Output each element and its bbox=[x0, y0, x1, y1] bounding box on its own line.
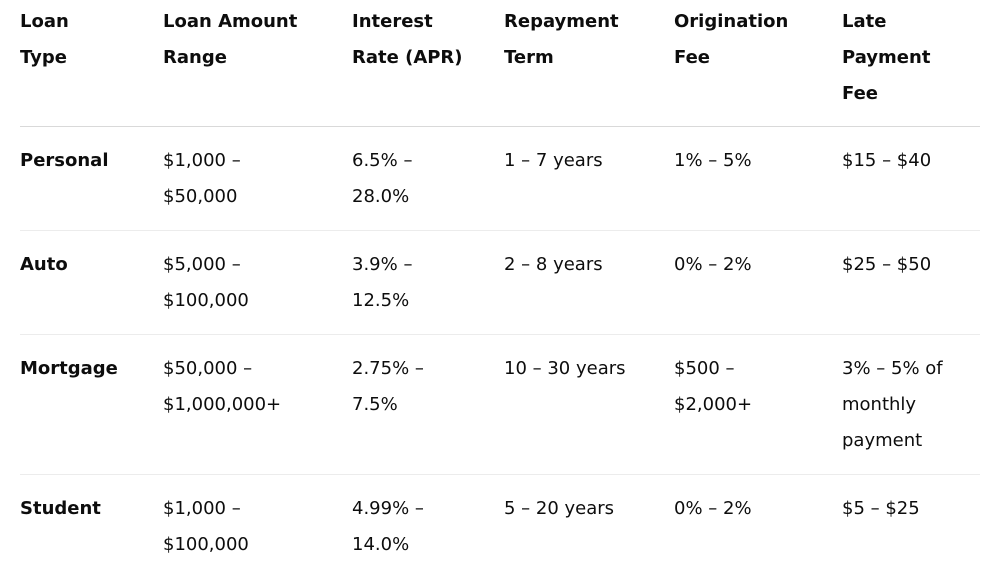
cell-loan-amount: $1,000 – $50,000 bbox=[163, 127, 352, 231]
cell-loan-amount: $5,000 – $100,000 bbox=[163, 231, 352, 335]
cell-text: 6.5% – 28.0% bbox=[352, 143, 504, 215]
cell-late-payment-fee: $15 – $40 bbox=[842, 127, 980, 231]
table-row: Mortgage $50,000 – $1,000,000+ 2.75% – 7… bbox=[20, 335, 980, 475]
header-label: Loan Type bbox=[20, 4, 163, 76]
cell-text: 0% – 2% bbox=[674, 491, 842, 527]
cell-loan-type: Mortgage bbox=[20, 335, 163, 475]
cell-text: $15 – $40 bbox=[842, 143, 980, 179]
cell-text: $25 – $50 bbox=[842, 247, 980, 283]
cell-interest-rate: 4.99% – 14.0% bbox=[352, 475, 504, 578]
cell-loan-amount: $1,000 – $100,000 bbox=[163, 475, 352, 578]
header-label: Repayment Term bbox=[504, 4, 674, 76]
cell-interest-rate: 2.75% – 7.5% bbox=[352, 335, 504, 475]
cell-text: $5 – $25 bbox=[842, 491, 980, 527]
cell-loan-type: Auto bbox=[20, 231, 163, 335]
cell-text: $1,000 – $100,000 bbox=[163, 491, 352, 563]
header-label: Origination Fee bbox=[674, 4, 842, 76]
cell-interest-rate: 6.5% – 28.0% bbox=[352, 127, 504, 231]
cell-origination-fee: $500 – $2,000+ bbox=[674, 335, 842, 475]
cell-text: 1% – 5% bbox=[674, 143, 842, 179]
cell-text: 3% – 5% of monthly payment bbox=[842, 351, 980, 459]
cell-origination-fee: 1% – 5% bbox=[674, 127, 842, 231]
header-label: Loan Amount Range bbox=[163, 4, 352, 76]
header-interest-rate: Interest Rate (APR) bbox=[352, 4, 504, 127]
cell-origination-fee: 0% – 2% bbox=[674, 231, 842, 335]
cell-loan-type: Student bbox=[20, 475, 163, 578]
cell-text: $5,000 – $100,000 bbox=[163, 247, 352, 319]
cell-loan-type: Personal bbox=[20, 127, 163, 231]
cell-text: Personal bbox=[20, 143, 163, 179]
header-repayment-term: Repayment Term bbox=[504, 4, 674, 127]
table-row: Auto $5,000 – $100,000 3.9% – 12.5% 2 – … bbox=[20, 231, 980, 335]
cell-text: 5 – 20 years bbox=[504, 491, 674, 527]
cell-text: 4.99% – 14.0% bbox=[352, 491, 504, 563]
cell-repayment-term: 2 – 8 years bbox=[504, 231, 674, 335]
cell-repayment-term: 10 – 30 years bbox=[504, 335, 674, 475]
header-loan-amount-range: Loan Amount Range bbox=[163, 4, 352, 127]
cell-text: Auto bbox=[20, 247, 163, 283]
cell-late-payment-fee: $25 – $50 bbox=[842, 231, 980, 335]
table-row: Personal $1,000 – $50,000 6.5% – 28.0% 1… bbox=[20, 127, 980, 231]
cell-text: $50,000 – $1,000,000+ bbox=[163, 351, 352, 423]
cell-interest-rate: 3.9% – 12.5% bbox=[352, 231, 504, 335]
loan-comparison-table: Loan Type Loan Amount Range Interest Rat… bbox=[20, 4, 980, 578]
table-body: Personal $1,000 – $50,000 6.5% – 28.0% 1… bbox=[20, 127, 980, 578]
table-header: Loan Type Loan Amount Range Interest Rat… bbox=[20, 4, 980, 127]
header-origination-fee: Origination Fee bbox=[674, 4, 842, 127]
cell-text: 1 – 7 years bbox=[504, 143, 674, 179]
cell-repayment-term: 5 – 20 years bbox=[504, 475, 674, 578]
header-loan-type: Loan Type bbox=[20, 4, 163, 127]
cell-loan-amount: $50,000 – $1,000,000+ bbox=[163, 335, 352, 475]
cell-text: $1,000 – $50,000 bbox=[163, 143, 352, 215]
cell-late-payment-fee: 3% – 5% of monthly payment bbox=[842, 335, 980, 475]
cell-late-payment-fee: $5 – $25 bbox=[842, 475, 980, 578]
cell-text: $500 – $2,000+ bbox=[674, 351, 842, 423]
header-row: Loan Type Loan Amount Range Interest Rat… bbox=[20, 4, 980, 127]
cell-repayment-term: 1 – 7 years bbox=[504, 127, 674, 231]
cell-text: 10 – 30 years bbox=[504, 351, 674, 387]
header-late-payment-fee: Late Payment Fee bbox=[842, 4, 980, 127]
cell-origination-fee: 0% – 2% bbox=[674, 475, 842, 578]
cell-text: 0% – 2% bbox=[674, 247, 842, 283]
header-label: Late Payment Fee bbox=[842, 4, 980, 112]
table-row: Student $1,000 – $100,000 4.99% – 14.0% … bbox=[20, 475, 980, 578]
cell-text: 2.75% – 7.5% bbox=[352, 351, 504, 423]
cell-text: Mortgage bbox=[20, 351, 163, 387]
header-label: Interest Rate (APR) bbox=[352, 4, 504, 76]
cell-text: 3.9% – 12.5% bbox=[352, 247, 504, 319]
cell-text: 2 – 8 years bbox=[504, 247, 674, 283]
cell-text: Student bbox=[20, 491, 163, 527]
